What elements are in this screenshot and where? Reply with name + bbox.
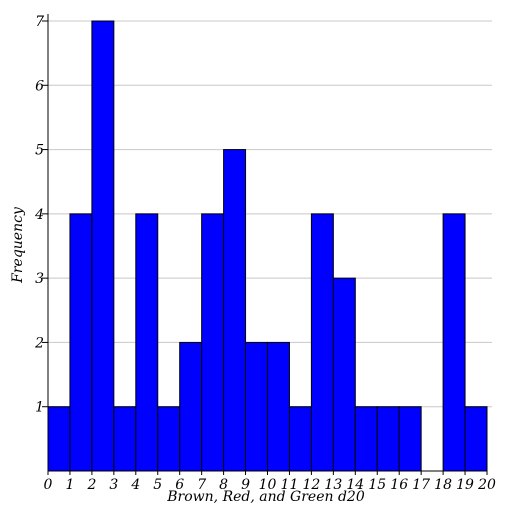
axes [42,14,488,475]
bar-bin-19-20 [464,406,488,472]
bar-bin-7-8 [201,213,225,472]
bar-bin-11-12 [288,406,312,472]
bar-bin-9-10 [245,341,269,472]
bar-bin-5-6 [157,406,181,472]
x-tick-label-0: 0 [44,477,53,493]
y-tick-label-2: 2 [34,335,44,351]
gridlines [48,20,492,408]
bar-bin-0-1 [47,406,71,472]
x-axis-label: Brown, Red, and Green d20 [166,489,365,505]
bar-bin-10-11 [267,341,290,472]
y-tick-label-7: 7 [35,14,44,30]
x-tick-label-19: 19 [456,477,474,493]
x-tick-label-15: 15 [368,477,386,493]
x-tick-label-16: 16 [390,477,408,493]
y-axis-label: Frequency [10,206,26,284]
x-tick-label-7: 7 [197,477,206,493]
x-tick-label-18: 18 [434,477,452,493]
y-tick-label-4: 4 [34,207,44,223]
bar-bin-13-14 [332,277,356,472]
x-tick-label-2: 2 [86,477,96,493]
x-tick-label-3: 3 [109,477,118,493]
bars [47,20,488,472]
x-tick-label-9: 9 [241,477,250,493]
y-tick-label-3: 3 [35,271,44,287]
x-tick-label-8: 8 [219,477,228,493]
x-tick-label-20: 20 [477,477,496,493]
x-tick-label-12: 12 [302,477,320,493]
bar-bin-4-5 [135,213,159,472]
x-tick-labels: 0 1 2 3 4 5 6 7 8 9 10 11 12 13 14 15 16 17 18 19 20 [44,477,496,493]
y-tick-label-5: 5 [35,143,44,159]
y-tick-label-6: 6 [35,78,44,94]
bar-bin-12-13 [310,213,334,472]
x-tick-label-5: 5 [153,477,162,493]
x-tick-label-13: 13 [324,477,342,493]
x-tick-label-1: 1 [65,477,74,493]
bar-bin-16-17 [398,406,422,472]
x-tick-label-4: 4 [130,477,140,493]
bar-bin-3-4 [113,406,137,472]
y-tick-labels: 1 2 3 4 5 6 7 [34,14,44,416]
bar-bin-2-3 [91,20,115,472]
x-tick-label-17: 17 [412,477,430,493]
x-tick-label-11: 11 [281,477,299,493]
bar-bin-15-16 [376,406,400,472]
bar-bin-18-19 [442,213,466,472]
bar-bin-14-15 [354,406,378,472]
bar-bin-1-2 [69,213,93,472]
x-tick-label-10: 10 [259,477,277,493]
bar-bin-6-7 [179,341,203,472]
bar-bin-8-9 [223,149,247,472]
y-tick-label-1: 1 [35,400,44,416]
x-tick-label-14: 14 [346,477,364,493]
x-tick-label-6: 6 [175,477,184,493]
